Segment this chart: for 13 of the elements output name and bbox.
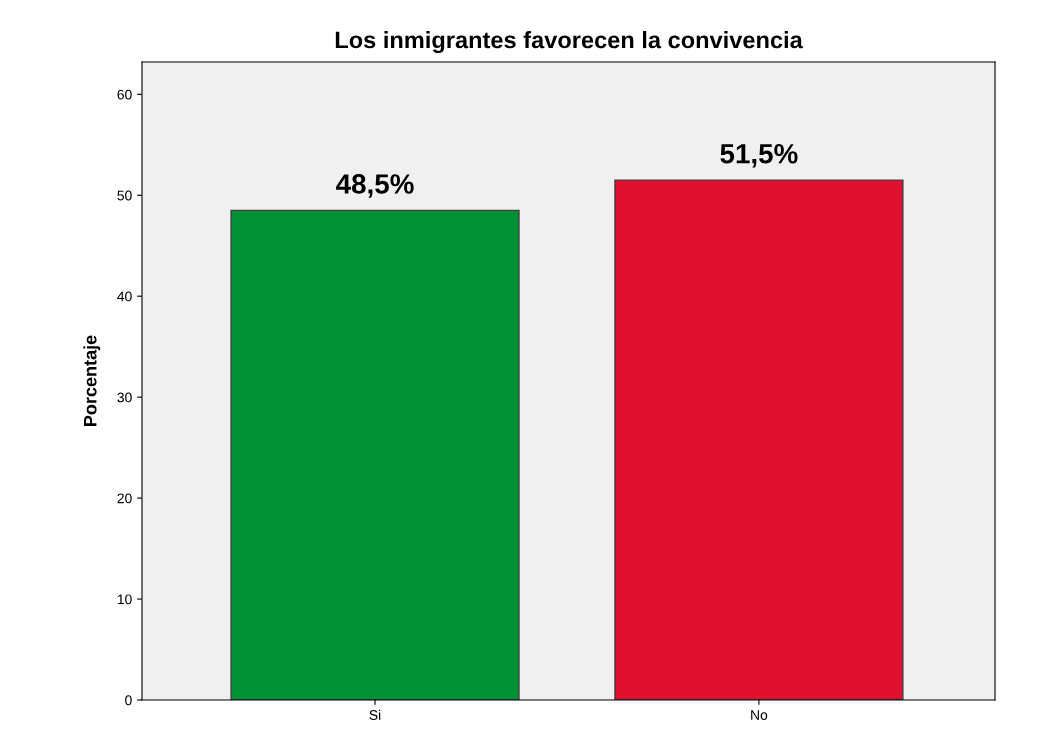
data-label: 51,5%: [720, 143, 798, 168]
x-tick-label: No: [751, 710, 768, 720]
y-tick-label: 0: [125, 695, 132, 706]
y-tick-label: 10: [117, 594, 132, 605]
y-axis-title: Porcentaje: [83, 335, 101, 426]
y-tick-label: 30: [117, 392, 132, 403]
y-tick-label: 40: [117, 291, 132, 302]
y-tick-label: 20: [117, 493, 132, 504]
y-tick-label: 60: [117, 89, 132, 100]
x-tick-label: Si: [369, 709, 381, 720]
y-tick-label: 50: [117, 190, 132, 201]
chart-title: Los inmigrantes favorecen la convivencia: [335, 31, 803, 54]
data-label: 48,5%: [336, 174, 414, 198]
